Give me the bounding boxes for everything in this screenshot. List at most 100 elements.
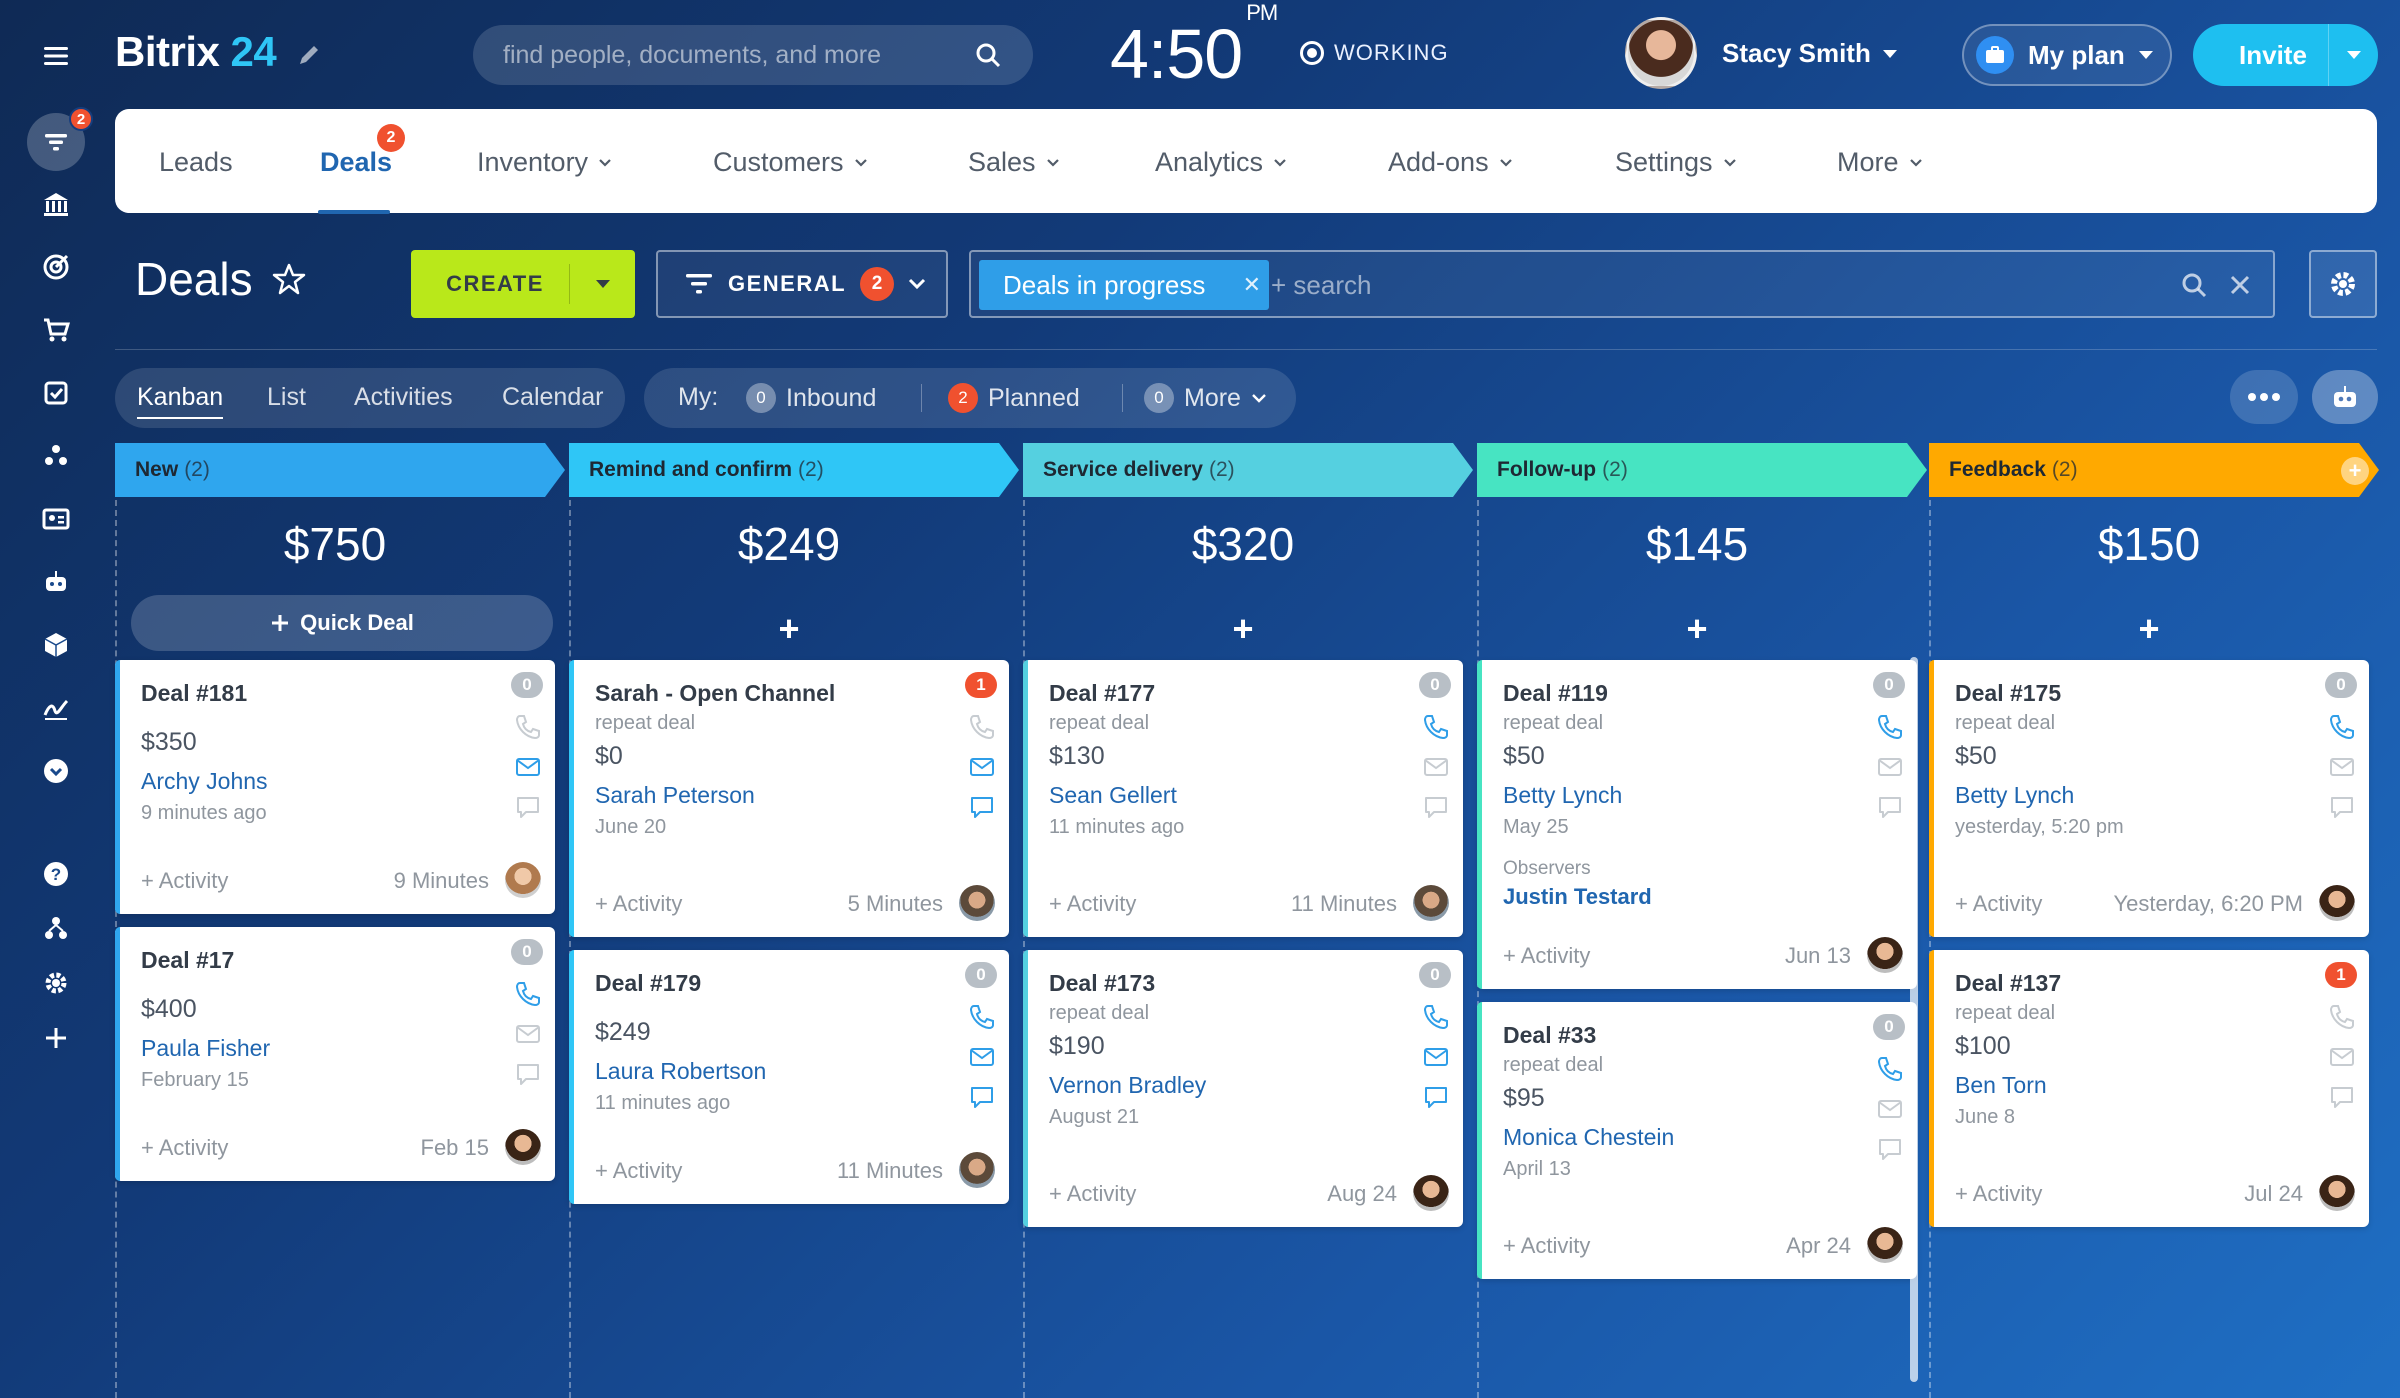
add-activity-link[interactable]: + Activity [1503,1233,1591,1258]
add-deal-button[interactable]: + [569,601,1009,657]
crm-funnel-icon[interactable]: 2 [27,107,93,171]
add-activity-link[interactable]: + Activity [595,891,683,916]
pipeline-selector[interactable]: GENERAL 2 [656,250,948,318]
avatar[interactable] [1625,17,1697,89]
invite-button[interactable]: Invite [2193,24,2378,86]
global-search[interactable]: find people, documents, and more [473,25,1033,85]
app-logo[interactable]: Bitrix 24 [115,28,277,76]
nav-inventory[interactable]: Inventory [477,147,612,178]
search-icon[interactable] [973,40,1003,70]
deal-card[interactable]: Deal #137 repeat deal $100 Ben Torn June 8… [1929,950,2369,1227]
quick-deal-button[interactable]: Quick Deal [131,595,553,651]
phone-icon[interactable] [1875,1054,1905,1084]
column-header[interactable]: Feedback (2) [1929,443,2379,497]
nav-analytics[interactable]: Analytics [1155,147,1287,178]
avatar[interactable] [1413,1175,1449,1211]
deal-client[interactable]: Monica Chestein [1503,1124,1675,1150]
counter-more[interactable]: 0 More [1144,383,1267,413]
target-icon[interactable] [30,241,82,293]
deal-card[interactable]: Sarah - Open Channel repeat deal $0 Sarah … [569,660,1009,937]
add-activity-link[interactable]: + Activity [141,1135,229,1160]
mail-icon[interactable] [1421,752,1451,782]
star-icon[interactable] [271,261,307,297]
deal-title[interactable]: Deal #137 [1955,970,2062,996]
deal-client[interactable]: Sean Gellert [1049,782,1177,808]
chat-icon[interactable] [967,1082,997,1112]
pencil-icon[interactable] [296,42,322,68]
phone-icon[interactable] [2327,1002,2357,1032]
phone-icon[interactable] [967,712,997,742]
chat-icon[interactable] [1421,1082,1451,1112]
chat-icon[interactable] [967,792,997,822]
avatar[interactable] [2319,885,2355,921]
phone-icon[interactable] [1875,712,1905,742]
working-status[interactable]: WORKING [1300,40,1449,66]
avatar[interactable] [505,862,541,898]
user-menu[interactable]: Stacy Smith [1722,38,1897,69]
mail-icon[interactable] [967,1042,997,1072]
sites-icon[interactable] [30,430,82,482]
deal-client[interactable]: Ben Torn [1955,1072,2047,1098]
chat-icon[interactable] [1875,792,1905,822]
column-header[interactable]: New (2) [115,443,565,497]
create-button[interactable]: CREATE [411,250,635,318]
view-activities[interactable]: Activities [354,383,453,411]
box-icon[interactable] [30,619,82,671]
add-icon[interactable] [30,1012,82,1064]
avatar[interactable] [959,885,995,921]
deal-client[interactable]: Vernon Bradley [1049,1072,1207,1098]
deal-client[interactable]: Archy Johns [141,768,268,794]
add-deal-button[interactable]: + [1477,601,1917,657]
settings-button[interactable] [2309,250,2377,318]
tasks-icon[interactable] [30,367,82,419]
filter-search-box[interactable]: Deals in progress ✕ + search [969,250,2275,318]
deal-title[interactable]: Deal #179 [595,970,702,996]
add-activity-link[interactable]: + Activity [1049,1181,1137,1206]
mail-icon[interactable] [2327,752,2357,782]
deal-title[interactable]: Deal #119 [1503,680,1608,706]
column-header[interactable]: Remind and confirm (2) [569,443,1019,497]
sitemap-icon[interactable] [30,902,82,954]
chevron-circle-icon[interactable] [30,745,82,797]
deal-card[interactable]: Deal #181 $350 Archy Johns 9 minutes ago +… [115,660,555,914]
nav-more[interactable]: More [1837,147,1923,178]
counter-planned[interactable]: 2 Planned [948,383,1080,413]
add-activity-link[interactable]: + Activity [1049,891,1137,916]
phone-icon[interactable] [1421,712,1451,742]
deal-client[interactable]: Betty Lynch [1955,782,2075,808]
nav-deals[interactable]: Deals [320,147,392,178]
deal-title[interactable]: Deal #33 [1503,1022,1597,1048]
phone-icon[interactable] [1421,1002,1451,1032]
deal-card[interactable]: Deal #179 $249 Laura Robertson 11 minutes… [569,950,1009,1204]
deal-title[interactable]: Deal #177 [1049,680,1156,706]
counter-inbound[interactable]: 0 Inbound [746,383,876,413]
clock[interactable]: 4:50PM [1110,0,1278,94]
mail-icon[interactable] [513,1019,543,1049]
deal-card[interactable]: Deal #119 repeat deal $50 Betty Lynch May … [1477,660,1917,989]
view-kanban[interactable]: Kanban [137,383,224,419]
column-header[interactable]: Service delivery (2) [1023,443,1473,497]
robot-icon[interactable] [30,556,82,608]
chat-icon[interactable] [513,792,543,822]
deal-card[interactable]: Deal #33 repeat deal $95 Monica Chestein A… [1477,1002,1917,1279]
invite-dropdown[interactable] [2328,24,2378,86]
observer-name[interactable]: Justin Testard [1503,884,1652,909]
deal-client[interactable]: Laura Robertson [595,1058,767,1084]
deal-card[interactable]: Deal #17 $400 Paula Fisher February 15 + A… [115,927,555,1181]
add-activity-link[interactable]: + Activity [1503,943,1591,968]
deal-client[interactable]: Paula Fisher [141,1035,271,1061]
nav-sales[interactable]: Sales [968,147,1060,178]
create-dropdown[interactable] [569,264,635,304]
deal-card[interactable]: Deal #175 repeat deal $50 Betty Lynch yest… [1929,660,2369,937]
column-header[interactable]: Follow-up (2) [1477,443,1927,497]
search-input[interactable]: find people, documents, and more [503,40,882,69]
search-icon[interactable] [2179,270,2209,300]
nav-customers[interactable]: Customers [713,147,868,178]
add-stage-icon[interactable]: + [2341,457,2369,485]
avatar[interactable] [959,1152,995,1188]
avatar[interactable] [2319,1175,2355,1211]
deal-title[interactable]: Deal #17 [141,947,235,973]
deal-title[interactable]: Deal #173 [1049,970,1156,996]
more-options-button[interactable] [2230,370,2298,424]
filter-search-input[interactable]: + search [1271,270,1372,300]
